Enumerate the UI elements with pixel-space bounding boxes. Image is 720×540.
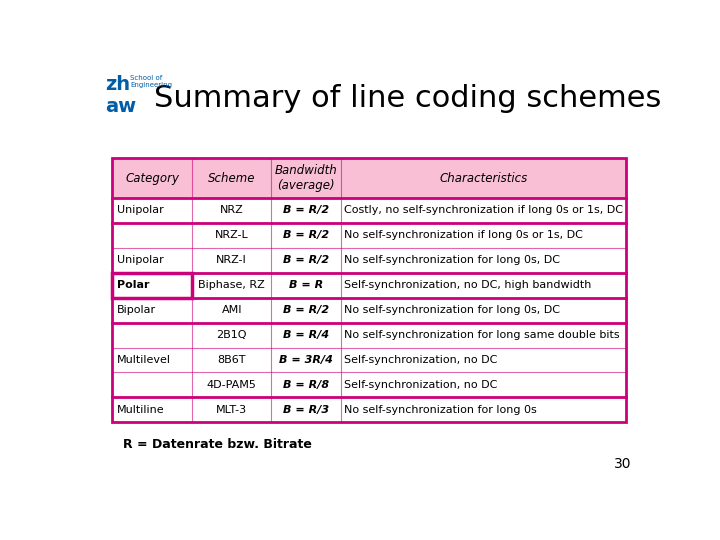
Text: B = R/8: B = R/8 xyxy=(283,380,329,390)
Text: B = R/2: B = R/2 xyxy=(283,230,329,240)
Text: Costly, no self-synchronization if long 0s or 1s, DC: Costly, no self-synchronization if long … xyxy=(343,205,623,215)
Text: B = 3R/4: B = 3R/4 xyxy=(279,355,333,365)
Text: 30: 30 xyxy=(613,457,631,471)
Text: Category: Category xyxy=(125,172,179,185)
Text: Bipolar: Bipolar xyxy=(117,305,156,315)
Text: Characteristics: Characteristics xyxy=(439,172,527,185)
Bar xyxy=(112,373,626,397)
Text: Self-synchronization, no DC, high bandwidth: Self-synchronization, no DC, high bandwi… xyxy=(343,280,591,290)
Text: B = R/3: B = R/3 xyxy=(283,405,329,415)
Text: MLT-3: MLT-3 xyxy=(216,405,247,415)
Text: Self-synchronization, no DC: Self-synchronization, no DC xyxy=(343,380,497,390)
Text: B = R/4: B = R/4 xyxy=(283,330,329,340)
Text: No self-synchronization if long 0s or 1s, DC: No self-synchronization if long 0s or 1s… xyxy=(343,230,582,240)
Text: B = R/2: B = R/2 xyxy=(283,205,329,215)
Text: Multiline: Multiline xyxy=(117,405,164,415)
Text: 4D-PAM5: 4D-PAM5 xyxy=(207,380,256,390)
Bar xyxy=(112,273,626,298)
Text: No self-synchronization for long 0s: No self-synchronization for long 0s xyxy=(343,405,536,415)
Text: Unipolar: Unipolar xyxy=(117,205,163,215)
Text: Unipolar: Unipolar xyxy=(117,255,163,265)
Bar xyxy=(112,348,626,373)
Text: 8B6T: 8B6T xyxy=(217,355,246,365)
Text: School of
Engineering: School of Engineering xyxy=(130,75,172,88)
Text: NRZ-L: NRZ-L xyxy=(215,230,248,240)
Text: B = R/2: B = R/2 xyxy=(283,255,329,265)
Text: zh
aw: zh aw xyxy=(106,75,137,116)
Bar xyxy=(112,158,626,198)
Text: Self-synchronization, no DC: Self-synchronization, no DC xyxy=(343,355,497,365)
Text: NRZ: NRZ xyxy=(220,205,243,215)
Text: Biphase, RZ: Biphase, RZ xyxy=(198,280,265,290)
Text: B = R: B = R xyxy=(289,280,323,290)
Bar xyxy=(112,322,626,348)
Text: No self-synchronization for long 0s, DC: No self-synchronization for long 0s, DC xyxy=(343,255,559,265)
Bar xyxy=(112,223,626,248)
Bar xyxy=(112,198,626,223)
Text: No self-synchronization for long 0s, DC: No self-synchronization for long 0s, DC xyxy=(343,305,559,315)
Bar xyxy=(112,248,626,273)
Bar xyxy=(112,298,626,322)
Text: No self-synchronization for long same double bits: No self-synchronization for long same do… xyxy=(343,330,619,340)
Bar xyxy=(112,273,192,298)
Text: AMI: AMI xyxy=(222,305,242,315)
Bar xyxy=(112,397,626,422)
Text: NRZ-I: NRZ-I xyxy=(216,255,247,265)
Text: Summary of line coding schemes: Summary of line coding schemes xyxy=(154,84,662,112)
Text: Scheme: Scheme xyxy=(208,172,256,185)
Text: Multilevel: Multilevel xyxy=(117,355,171,365)
Text: R = Datenrate bzw. Bitrate: R = Datenrate bzw. Bitrate xyxy=(124,437,312,451)
Text: 2B1Q: 2B1Q xyxy=(217,330,247,340)
Text: B = R/2: B = R/2 xyxy=(283,305,329,315)
Text: Bandwidth
(average): Bandwidth (average) xyxy=(275,164,338,192)
Text: Polar: Polar xyxy=(117,280,149,290)
